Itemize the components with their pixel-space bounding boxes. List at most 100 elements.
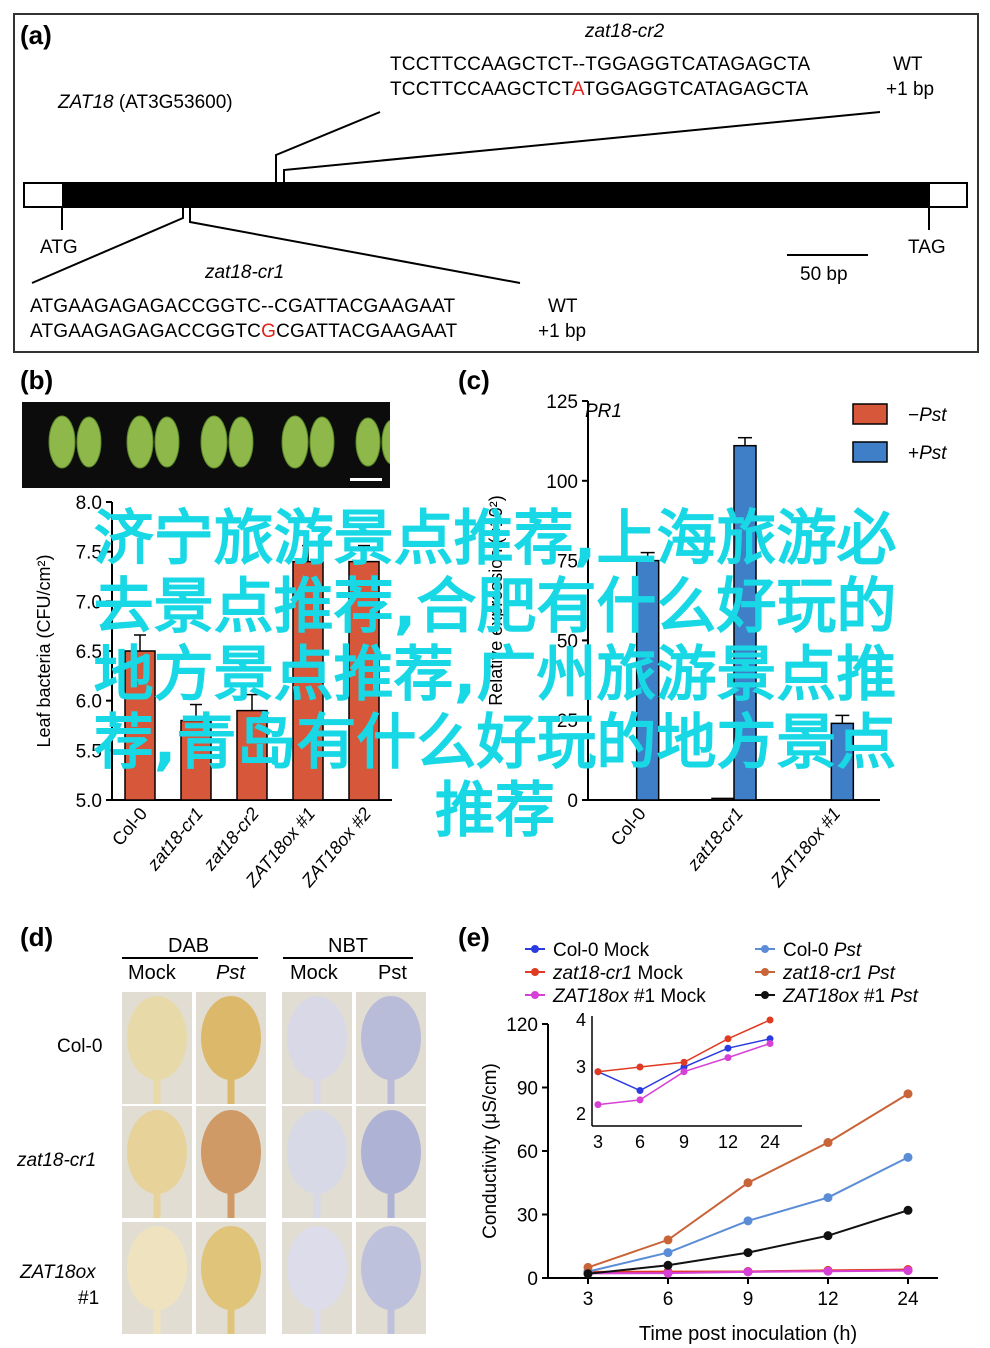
e-point bbox=[663, 1235, 673, 1245]
leaf-stain-image bbox=[356, 1106, 426, 1218]
c-y-tick-label: 125 bbox=[546, 392, 578, 413]
e-inset-y-tick-label: 3 bbox=[576, 1057, 586, 1077]
cr1-mut-seq: ATGAAGAGAGACCGGTCGCGATTACGAAGAAT bbox=[30, 321, 458, 342]
c-gene-label: PR1 bbox=[585, 401, 622, 422]
leaf-blade bbox=[127, 1110, 187, 1194]
leaf-blade bbox=[287, 996, 347, 1080]
panel-d-label: (d) bbox=[20, 922, 54, 952]
panel-c-label: (c) bbox=[458, 365, 490, 395]
gene-model bbox=[23, 111, 968, 284]
e-legend-label: zat18-cr1 Mock bbox=[552, 963, 683, 984]
e-y-axis-label: Conductivity (μS/cm) bbox=[480, 1063, 501, 1239]
e-legend-marker bbox=[761, 945, 769, 953]
b-bar bbox=[292, 560, 324, 801]
c-y-tick-label: 75 bbox=[557, 552, 578, 573]
leaf-blade bbox=[201, 996, 261, 1080]
leaf-shape bbox=[361, 1110, 421, 1218]
leaf-blade bbox=[287, 1110, 347, 1194]
e-inset-x-tick-label: 24 bbox=[760, 1132, 780, 1152]
b-y-tick-label: 7.0 bbox=[76, 592, 102, 613]
e-legend-label: ZAT18ox #1 Mock bbox=[552, 986, 706, 1007]
b-bar bbox=[124, 650, 156, 801]
e-point bbox=[903, 1205, 913, 1215]
c-y-tick-label: 100 bbox=[546, 472, 578, 493]
col-pst-1: Pst bbox=[216, 962, 245, 984]
leaf-blade bbox=[361, 1110, 421, 1194]
e-point bbox=[743, 1178, 753, 1188]
b-y-axis-label: Leaf bacteria (CFU/cm²) bbox=[34, 554, 54, 747]
leaf-blade bbox=[127, 996, 187, 1080]
c-legend-label: +Pst bbox=[908, 443, 947, 464]
panel-e-label: (e) bbox=[458, 922, 490, 952]
chart-b: 5.0 5.5 6.0 6.5 7.0 7.5 8.0 Leaf bacteria (CFU/… bbox=[34, 493, 392, 891]
e-inset-point bbox=[636, 1096, 644, 1104]
e-inset-point bbox=[724, 1054, 732, 1062]
leaf-blade bbox=[287, 1226, 347, 1310]
c-y-tick-label: 0 bbox=[567, 791, 578, 812]
leaf-blade bbox=[201, 1110, 261, 1194]
e-inset-y-tick-label: 4 bbox=[576, 1010, 586, 1030]
c-y-axis-label: Relative expression (×10²) bbox=[486, 495, 506, 706]
e-inset-x-tick-label: 3 bbox=[593, 1132, 603, 1152]
c-legend-label: −Pst bbox=[908, 405, 947, 426]
atg-label: ATG bbox=[40, 237, 78, 258]
e-inset-point bbox=[724, 1044, 732, 1052]
watermark-line: 济宁旅游景点推荐,上海旅游必 bbox=[93, 504, 897, 574]
e-inset-x-tick-label: 6 bbox=[635, 1132, 645, 1152]
e-point bbox=[823, 1138, 833, 1148]
cr2-name: zat18-cr2 bbox=[585, 21, 665, 42]
row-zat18ox-num: #1 bbox=[78, 1288, 100, 1309]
e-point bbox=[903, 1152, 913, 1162]
e-x-tick-label: 3 bbox=[583, 1289, 594, 1310]
row-zat18ox: ZAT18ox bbox=[20, 1262, 96, 1283]
col-mock-2: Mock bbox=[290, 962, 338, 984]
c-y-tick-label: 25 bbox=[557, 711, 578, 732]
e-legend-label: zat18-cr1 Pst bbox=[782, 963, 896, 984]
leaf-stain-image bbox=[122, 1106, 192, 1218]
b-y-tick-label: 5.5 bbox=[76, 741, 102, 762]
row-col0: Col-0 bbox=[57, 1036, 103, 1057]
watermark-line: 荐,青岛有什么好玩的地方景点 bbox=[93, 708, 897, 778]
e-y-tick-label: 120 bbox=[506, 1015, 538, 1036]
e-point bbox=[743, 1267, 753, 1277]
e-x-tick-label: 24 bbox=[897, 1289, 919, 1310]
e-legend-marker bbox=[531, 968, 539, 976]
cr1-wt-seq: ATGAAGAGAGACCGGTC--CGATTACGAAGAAT bbox=[30, 296, 456, 317]
leaf-stain-image bbox=[196, 992, 266, 1104]
e-point bbox=[743, 1248, 753, 1258]
leaf-blade bbox=[361, 996, 421, 1080]
e-inset-point bbox=[680, 1058, 688, 1066]
group-dab: DAB bbox=[168, 935, 210, 957]
b-bar bbox=[348, 560, 380, 801]
leaf-stain-image bbox=[356, 992, 426, 1104]
e-inset-point bbox=[680, 1068, 688, 1076]
e-inset-point bbox=[636, 1063, 644, 1071]
e-inset-point bbox=[766, 1040, 774, 1047]
e-point bbox=[663, 1260, 673, 1270]
leaf-shape bbox=[201, 1226, 261, 1334]
e-y-tick-label: 30 bbox=[517, 1206, 538, 1227]
e-inset-point bbox=[766, 1016, 774, 1024]
e-point bbox=[903, 1089, 913, 1099]
cr2-wt-seq: TCCTTCCAAGCTCT--TGGAGGTCATAGAGCTA bbox=[390, 54, 811, 75]
leaf-stain-image bbox=[122, 1222, 192, 1334]
leaf-photo-art bbox=[48, 415, 403, 481]
leaf-stain-image bbox=[282, 992, 352, 1104]
cr2-wt-label: WT bbox=[893, 54, 923, 75]
leaf-photo bbox=[22, 402, 403, 488]
group-lines bbox=[122, 957, 413, 959]
tag-label: TAG bbox=[908, 237, 946, 258]
e-legend-marker bbox=[761, 991, 769, 999]
c-legend-swatch bbox=[852, 403, 888, 425]
leaf-shape bbox=[201, 996, 261, 1104]
panel-a-label: (a) bbox=[20, 20, 52, 50]
leaf-stain-image bbox=[122, 992, 192, 1104]
e-inset-point bbox=[724, 1035, 732, 1043]
leaf-shape bbox=[361, 996, 421, 1104]
b-y-tick-label: 8.0 bbox=[76, 493, 102, 514]
leaf-blade bbox=[127, 1226, 187, 1310]
leaf-shape bbox=[201, 1110, 261, 1218]
e-y-tick-label: 60 bbox=[517, 1142, 538, 1163]
e-y-tick-label: 90 bbox=[517, 1079, 538, 1100]
